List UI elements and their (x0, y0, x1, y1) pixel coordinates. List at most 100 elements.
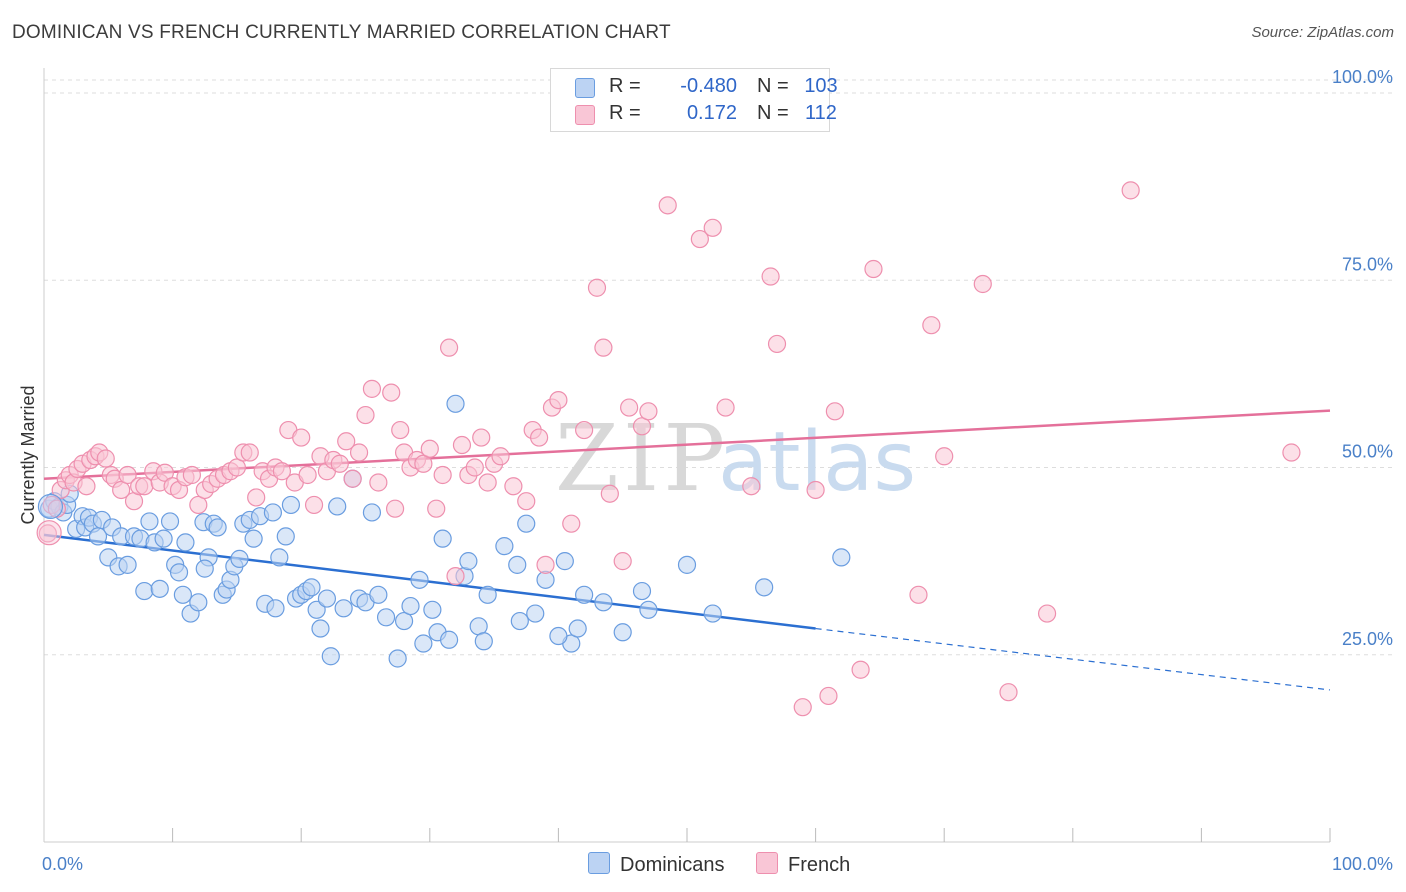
french-point (530, 428, 549, 447)
legend-n-label: N = (757, 75, 789, 97)
french-point (767, 334, 787, 354)
y-tick-label: 25.0% (1342, 629, 1393, 649)
legend-swatch-french (575, 105, 595, 125)
data-points (36, 181, 1301, 717)
dominican-point (526, 604, 545, 623)
dominican-point (517, 514, 536, 533)
legend-r-value: -0.480 (680, 75, 737, 97)
french-point (703, 218, 722, 237)
french-point (385, 499, 405, 518)
french-point (298, 465, 317, 485)
dominican-point (478, 585, 497, 604)
french-point (362, 379, 382, 398)
french-point (135, 477, 154, 496)
dominican-point (189, 593, 208, 612)
french-point (382, 383, 401, 402)
french-point (427, 499, 446, 518)
legend-item-french: French (756, 852, 850, 877)
french-point (96, 449, 115, 468)
french-point (587, 278, 607, 297)
dominican-point (703, 604, 722, 623)
french-point (369, 473, 388, 492)
dominican-point (169, 563, 189, 582)
dominican-point (510, 611, 529, 631)
dominican-point (321, 647, 340, 666)
dominican-point (508, 555, 527, 574)
french-point (716, 398, 735, 417)
french-point (337, 432, 356, 451)
dominican-point (549, 626, 568, 646)
dominican-trend-extension (815, 627, 1331, 691)
legend-swatch-french (756, 852, 778, 874)
dominican-point (474, 632, 493, 651)
dominican-point (639, 600, 658, 619)
french-point (343, 469, 362, 488)
tick-labels: 25.0% 50.0% 75.0% 100.0% 0.0% 100.0% (42, 67, 1393, 874)
french-point (517, 492, 536, 511)
french-point (504, 477, 523, 496)
french-point (825, 402, 844, 421)
dominican-point (459, 552, 478, 571)
dominican-point (755, 578, 774, 597)
legend-swatch-dominicans (588, 852, 610, 874)
legend-n-label: N = (757, 102, 789, 124)
french-point (658, 196, 677, 215)
french-point (472, 428, 491, 447)
french-point (446, 567, 465, 586)
y-tick-label: 75.0% (1342, 254, 1393, 274)
french-point (240, 443, 259, 462)
y-tick-label: 100.0% (1332, 67, 1393, 87)
dominican-point (266, 599, 285, 618)
french-point (549, 390, 568, 410)
dominican-point (362, 503, 382, 522)
french-point (292, 428, 311, 447)
dominican-point (311, 619, 330, 638)
dominican-point (281, 495, 301, 515)
french-point (38, 524, 57, 543)
legend-swatch-dominicans (575, 78, 595, 98)
french-point (112, 480, 131, 500)
french-point (594, 338, 613, 357)
french-point (304, 495, 324, 515)
dominican-point (118, 555, 137, 574)
dominican-point (446, 394, 465, 413)
french-point (819, 686, 838, 706)
dominican-point (154, 529, 173, 548)
french-point (1037, 604, 1057, 623)
dominican-point (302, 578, 321, 597)
dominican-point (594, 593, 613, 612)
dominican-point (414, 634, 433, 653)
dominican-point (832, 548, 851, 567)
dominican-point (433, 529, 452, 548)
dominican-point (369, 585, 388, 604)
dominican-point (555, 552, 574, 571)
dominican-point (244, 529, 263, 548)
french-point (620, 398, 639, 417)
dominican-point (613, 623, 632, 642)
dominican-point (195, 559, 214, 578)
dominican-point (317, 589, 337, 608)
dominican-point (632, 581, 652, 601)
dominican-point (495, 537, 514, 556)
french-point (118, 465, 137, 485)
french-point (639, 402, 658, 421)
french-point (851, 660, 870, 679)
french-point (536, 555, 555, 574)
y-tick-label: 50.0% (1342, 442, 1393, 462)
french-point (973, 274, 992, 294)
dominican-point (263, 503, 283, 522)
x-tick-label-max: 100.0% (1332, 854, 1393, 874)
legend-r-label: R = (609, 102, 641, 124)
french-point (77, 477, 96, 496)
chart-title: DOMINICAN VS FRENCH CURRENTLY MARRIED CO… (12, 22, 671, 43)
french-point (227, 458, 246, 477)
french-point (420, 439, 439, 458)
legend-r-value: 0.172 (686, 102, 737, 124)
french-point (922, 316, 941, 335)
french-point (632, 417, 652, 436)
dominican-point (176, 533, 195, 552)
dominican-point (568, 619, 587, 638)
french-point (761, 267, 780, 286)
dominican-point (410, 570, 429, 589)
french-point (909, 585, 928, 604)
